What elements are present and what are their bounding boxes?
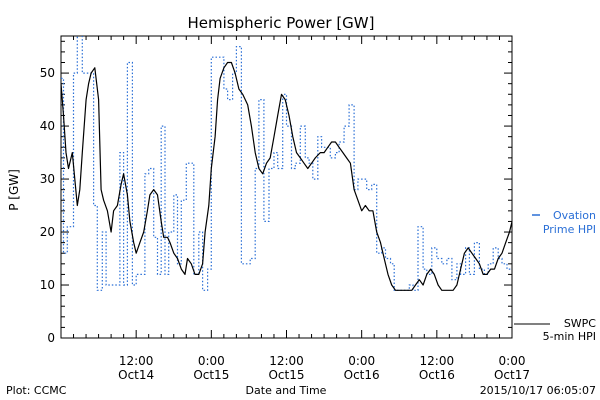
x-tick-day-0: Oct14 <box>118 368 154 382</box>
series-swpc-5min-hpi <box>61 61 512 291</box>
y-tick-label-10: 10 <box>40 278 55 292</box>
plot-frame <box>60 35 513 339</box>
x-tick-time-3: 0:00 <box>348 354 375 368</box>
y-tick-label-0: 0 <box>47 331 55 345</box>
legend-swpc-line2: 5-min HPI <box>543 330 596 343</box>
x-tick-time-1: 0:00 <box>198 354 225 368</box>
x-tick-day-3: Oct16 <box>344 368 380 382</box>
x-tick-time-0: 12:00 <box>119 354 154 368</box>
y-tick-label-50: 50 <box>40 66 55 80</box>
x-tick-time-2: 12:00 <box>269 354 304 368</box>
x-tick-time-4: 12:00 <box>420 354 455 368</box>
x-tick-day-2: Oct15 <box>268 368 304 382</box>
y-tick-label-30: 30 <box>40 172 55 186</box>
x-tick-day-4: Oct16 <box>419 368 455 382</box>
chart-title: Hemispheric Power [GW] <box>188 14 375 32</box>
plot-area: 0102030405012:00Oct140:00Oct1512:00Oct15… <box>40 35 530 382</box>
legend-ovation-line1: Ovation <box>553 209 596 222</box>
y-axis-label: P [GW] <box>7 169 21 211</box>
plot-credit: Plot: CCMC <box>6 384 67 397</box>
x-axis-label: Date and Time <box>246 384 327 397</box>
x-tick-day-5: Oct17 <box>494 368 530 382</box>
series-ovation-prime-hpi <box>61 36 512 291</box>
y-tick-label-20: 20 <box>40 225 55 239</box>
x-tick-day-1: Oct15 <box>193 368 229 382</box>
plot-timestamp: 2015/10/17 06:05:07 <box>480 384 596 397</box>
legend-swpc-line1: SWPC <box>564 317 596 330</box>
y-tick-label-40: 40 <box>40 119 55 133</box>
legend-ovation-line2: Prime HPI <box>543 223 596 236</box>
x-tick-time-5: 0:00 <box>499 354 526 368</box>
